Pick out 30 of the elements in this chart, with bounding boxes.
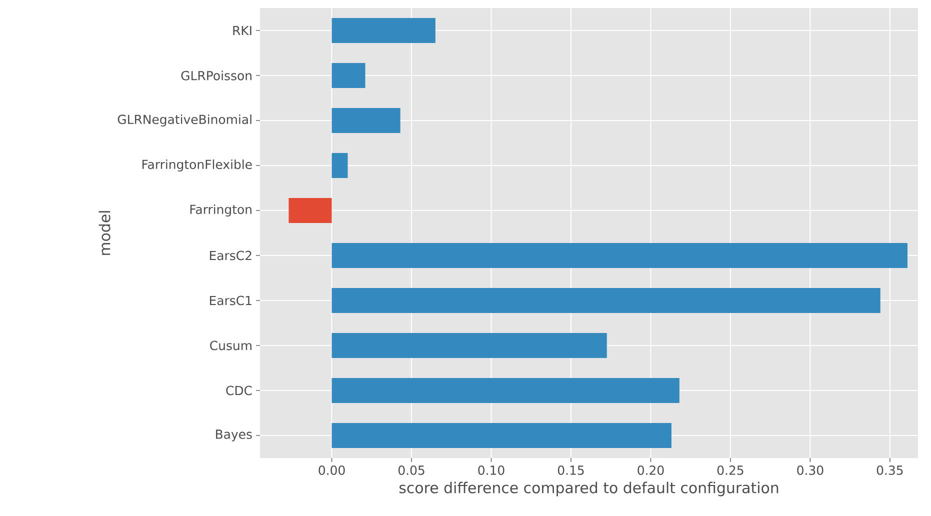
- bar: [288, 198, 332, 223]
- y-tick-label: EarsC2: [210, 250, 252, 260]
- y-tick-label: FarringtonFlexible: [142, 159, 252, 172]
- bar: [332, 423, 672, 448]
- x-tick-label: 0.20: [638, 466, 664, 475]
- bar: [332, 333, 607, 358]
- bar: [332, 378, 680, 404]
- bar: [332, 63, 366, 88]
- x-tick-label: 0.30: [797, 466, 824, 475]
- x-axis-title: score difference compared to default configuration: [399, 482, 778, 496]
- x-tick-label: 0.25: [717, 466, 744, 475]
- x-tick-label: 0.05: [398, 466, 424, 475]
- y-tick-label: Farrington: [190, 204, 252, 217]
- y-tick-label: GLRNegativeBinomial: [118, 114, 252, 127]
- y-tick-label: GLRPoisson: [181, 70, 252, 80]
- y-tick-label: EarsC1: [210, 296, 252, 306]
- y-tick-label: Cusum: [210, 340, 252, 350]
- x-tick-label: 0.10: [478, 466, 504, 475]
- y-axis-title: model: [98, 211, 110, 255]
- bar: [332, 153, 348, 178]
- bar: [332, 18, 436, 43]
- bar: [332, 288, 880, 314]
- bar: [332, 108, 400, 133]
- y-tick-label: RKI: [233, 26, 252, 36]
- x-tick-label: 0.35: [876, 466, 903, 475]
- x-tick-label: 0.15: [558, 466, 584, 475]
- y-tick-label: Bayes: [216, 430, 252, 442]
- x-tick-label: 0.00: [318, 466, 345, 475]
- y-tick-label: CDC: [226, 386, 252, 396]
- bar: [332, 243, 908, 268]
